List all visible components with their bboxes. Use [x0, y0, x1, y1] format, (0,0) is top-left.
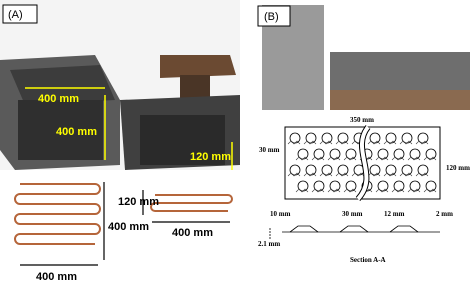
louver	[287, 140, 301, 145]
louver	[367, 140, 381, 145]
dimension-label: 30 mm	[342, 210, 363, 218]
louver	[319, 172, 333, 177]
louver	[391, 188, 405, 193]
louver	[423, 188, 437, 193]
louver	[383, 140, 397, 145]
coil-tube	[14, 183, 101, 245]
louver	[407, 188, 421, 193]
dimension-arrows	[20, 182, 230, 266]
louver	[311, 156, 325, 161]
dimension-label: 120 mm	[190, 151, 231, 163]
photo-a	[0, 0, 240, 170]
louver	[319, 140, 333, 145]
louver	[423, 156, 437, 161]
dimension-label: 10 mm	[270, 210, 291, 218]
louver	[383, 172, 397, 177]
louver	[343, 188, 357, 193]
louver	[415, 140, 429, 145]
dimension-label: 350 mm	[350, 116, 374, 124]
dimension-label: 120 mm	[446, 164, 470, 172]
panel-label: (A)	[8, 9, 23, 21]
louver	[367, 172, 381, 177]
dimension-label: 400 mm	[38, 93, 79, 105]
louver	[335, 140, 349, 145]
louver	[295, 188, 309, 193]
louver	[287, 172, 301, 177]
coil-diagram	[14, 183, 233, 245]
louver	[327, 188, 341, 193]
louver	[327, 156, 341, 161]
louver	[351, 172, 365, 177]
dimension-label: 120 mm	[118, 196, 159, 208]
louver	[303, 172, 317, 177]
dimension-label: 2.1 mm	[258, 240, 280, 248]
louver	[303, 140, 317, 145]
photo-b	[257, 5, 470, 110]
louver	[391, 156, 405, 161]
break-line	[356, 125, 370, 201]
dimension-label: 400 mm	[56, 126, 97, 138]
louver	[375, 156, 389, 161]
louver	[343, 156, 357, 161]
louver	[399, 140, 413, 145]
louver	[375, 188, 389, 193]
louver	[335, 172, 349, 177]
louver	[311, 188, 325, 193]
section-drawing	[269, 225, 440, 240]
panel-label: (B)	[264, 11, 279, 23]
louver	[407, 156, 421, 161]
dimension-label: 12 mm	[384, 210, 405, 218]
dimension-label: 400 mm	[108, 221, 149, 233]
dimension-label: 400 mm	[172, 227, 213, 239]
coil-tube	[150, 194, 233, 212]
dimension-label: 30 mm	[259, 146, 280, 154]
louver	[295, 156, 309, 161]
dimension-label: 2 mm	[436, 210, 453, 218]
fin-pattern	[287, 125, 437, 202]
louver	[399, 172, 413, 177]
section-title: Section A-A	[350, 256, 386, 264]
louver	[415, 172, 429, 177]
dimension-label: 400 mm	[36, 271, 77, 283]
